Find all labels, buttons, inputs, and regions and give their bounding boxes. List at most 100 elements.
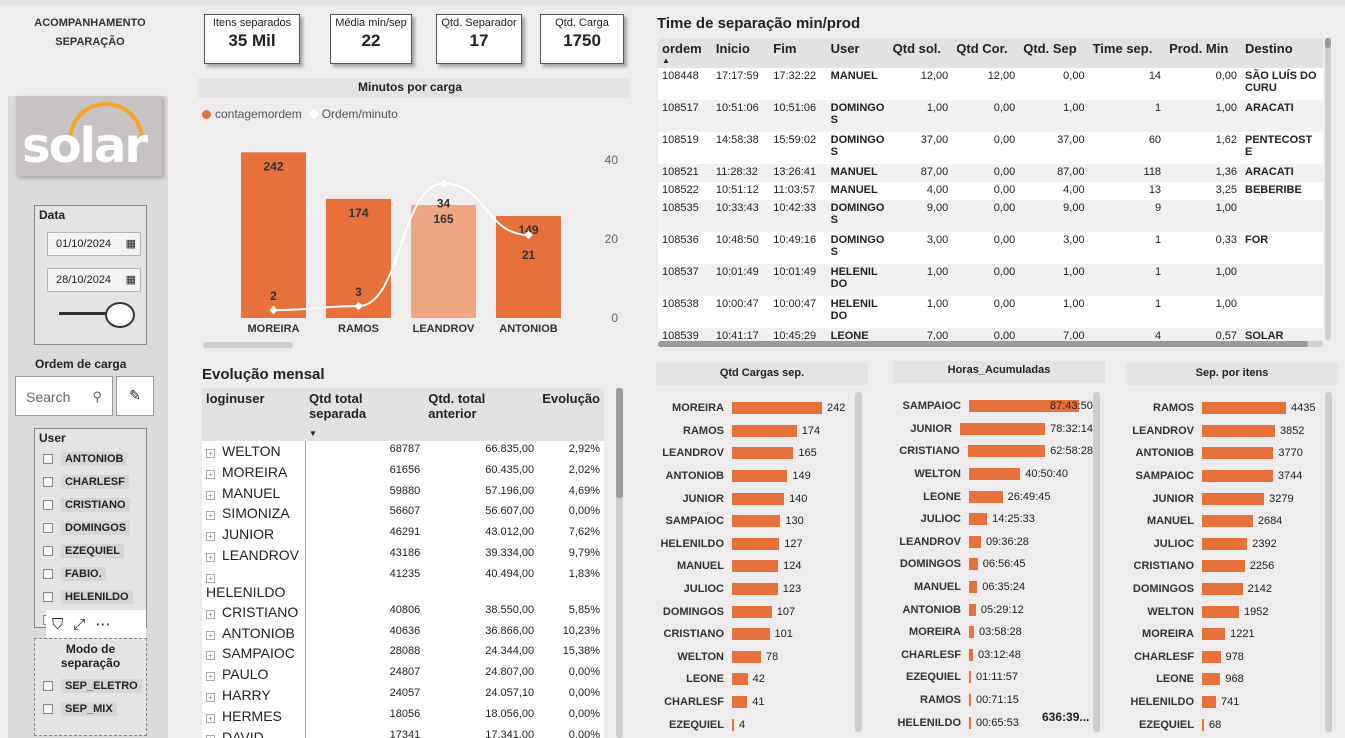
user-option[interactable]: FABIO.	[35, 562, 146, 585]
sort-asc-icon[interactable]: ▲	[662, 56, 670, 65]
table-row[interactable]: 108517 10:51:06 10:51:06 DOMINGOS 1,00 0,00 1,…	[658, 100, 1323, 132]
bar-row[interactable]: LEANDROV 3852	[1126, 420, 1324, 443]
bar[interactable]	[1202, 628, 1226, 641]
user-option[interactable]: ANTONIOB	[35, 447, 146, 470]
bar[interactable]	[1202, 696, 1217, 709]
table-row[interactable]: + SIMONIZA 56607 56.607,00 0,00%	[202, 503, 604, 525]
bar[interactable]	[1202, 583, 1243, 596]
column-header[interactable]: Qtd. Sep	[1023, 41, 1077, 56]
column-header[interactable]: Inicio	[715, 41, 750, 56]
date-end-input[interactable]: 28/10/2024 ▦	[47, 268, 141, 292]
expand-icon[interactable]: +	[206, 490, 215, 500]
date-slider-handle[interactable]	[105, 302, 135, 328]
expand-icon[interactable]: +	[206, 672, 215, 682]
bar-row[interactable]: WELTON 40:50:40	[893, 463, 1093, 486]
bar[interactable]	[1202, 447, 1274, 460]
bar[interactable]	[732, 583, 778, 596]
bar[interactable]	[969, 626, 974, 639]
bar-row[interactable]: HELENILDO 127	[656, 533, 856, 556]
column-header[interactable]: Destino	[1245, 41, 1293, 56]
bar[interactable]	[969, 581, 978, 594]
bar[interactable]	[1202, 718, 1204, 731]
table-row[interactable]: + PAULO 24807 24.807,00 0,00%	[202, 664, 604, 685]
bar-row[interactable]: CRISTIANO 2256	[1126, 555, 1324, 578]
bar[interactable]	[732, 650, 761, 663]
line-point[interactable]	[439, 179, 448, 188]
table-row[interactable]: + WELTON 68787 66.835,00 2,92%	[202, 441, 604, 462]
bar-row[interactable]: SAMPAIOC 130	[656, 510, 856, 533]
bar-row[interactable]: HELENILDO 00:65:53	[893, 711, 1093, 734]
bar[interactable]	[969, 558, 978, 571]
checkbox[interactable]	[43, 453, 53, 464]
bar-row[interactable]: MANUEL 06:35:24	[893, 576, 1093, 599]
bar[interactable]	[1202, 537, 1248, 550]
table-row[interactable]: + MOREIRA 61656 60.435,00 2,02%	[202, 461, 604, 483]
bar-row[interactable]: MANUEL 124	[656, 555, 856, 578]
table-row[interactable]: 108519 14:58:38 15:59:02 DOMINGOS 37,00 0,00 3…	[658, 132, 1323, 164]
bar-row[interactable]: JUNIOR 78:32:14	[893, 418, 1093, 441]
bar[interactable]	[1202, 492, 1265, 505]
bar[interactable]	[969, 400, 1079, 413]
user-option[interactable]: DOMINGOS	[35, 516, 146, 539]
user-option[interactable]: CHARLESF	[35, 470, 146, 493]
bar-row[interactable]: DOMINGOS 2142	[1126, 578, 1324, 601]
table-row[interactable]: 108521 11:28:32 13:26:41 MANUEL 87,00 0,00 87,…	[658, 164, 1323, 182]
bar-row[interactable]: CHARLESF 41	[656, 691, 856, 714]
bar-row[interactable]: JULIOC 14:25:33	[893, 508, 1093, 531]
bar[interactable]	[969, 468, 1021, 481]
line-point[interactable]	[269, 305, 278, 315]
checkbox[interactable]	[43, 476, 53, 487]
column-header[interactable]: loginuser	[206, 391, 265, 406]
calendar-icon[interactable]: ▦	[125, 238, 136, 250]
user-option[interactable]: EZEQUIEL	[35, 539, 146, 562]
qtd-cargas-scrollbar[interactable]	[855, 392, 862, 732]
checkbox[interactable]	[43, 568, 53, 579]
bar-row[interactable]: ANTONIOB 149	[656, 465, 856, 488]
time-table-hscrollbar[interactable]	[658, 341, 1323, 347]
bar[interactable]	[969, 603, 976, 616]
bar-row[interactable]: WELTON 78	[656, 646, 856, 669]
horas-scrollbar[interactable]	[1093, 392, 1100, 732]
bar-row[interactable]: ANTONIOB 05:29:12	[893, 598, 1093, 621]
bar[interactable]	[732, 718, 734, 731]
expand-icon[interactable]: +	[206, 511, 215, 521]
user-option[interactable]: CRISTIANO	[35, 493, 146, 516]
more-options-icon[interactable]: ⋯	[95, 616, 111, 633]
bar[interactable]	[967, 445, 1046, 458]
column-header[interactable]: Prod. Min	[1169, 41, 1229, 56]
bar-row[interactable]: CHARLESF 03:12:48	[893, 644, 1093, 667]
bar-row[interactable]: LEONE 26:49:45	[893, 485, 1093, 508]
bar-row[interactable]: JUNIOR 3279	[1126, 487, 1324, 510]
bar-row[interactable]: MANUEL 2684	[1126, 510, 1324, 533]
expand-icon[interactable]: +	[206, 734, 215, 738]
sep-itens-scrollbar[interactable]	[1325, 392, 1332, 732]
filter-icon[interactable]: ⛉	[52, 615, 64, 633]
bar[interactable]	[969, 694, 971, 707]
bar[interactable]	[969, 535, 982, 548]
focus-mode-icon[interactable]: ⤢	[73, 615, 86, 633]
table-row[interactable]: 108535 10:33:43 10:42:33 DOMINGOS 9,00 0,00 9,…	[658, 200, 1323, 232]
evolucao-scrollbar[interactable]	[616, 388, 623, 738]
column-header[interactable]: Time sep.	[1092, 41, 1153, 56]
bar[interactable]	[732, 605, 772, 618]
bar-contagemordem[interactable]	[411, 205, 476, 318]
expand-icon[interactable]: +	[206, 713, 215, 723]
expand-icon[interactable]: +	[206, 532, 215, 542]
bar[interactable]	[969, 490, 1003, 503]
bar-row[interactable]: JULIOC 123	[656, 578, 856, 601]
column-header[interactable]: Qtd sol.	[892, 41, 942, 56]
column-header[interactable]: Qtd Cor.	[956, 41, 1008, 56]
bar-contagemordem[interactable]	[326, 198, 391, 318]
table-row[interactable]: + ANTONIOB 40636 36.866,00 10,23%	[202, 622, 604, 644]
bar-row[interactable]: LEANDROV 09:36:28	[893, 531, 1093, 554]
bar-row[interactable]: RAMOS 00:71:15	[893, 689, 1093, 712]
table-row[interactable]: + LEANDROV 43186 39.334,00 9,79%	[202, 544, 604, 566]
expand-icon[interactable]: +	[206, 469, 215, 479]
bar[interactable]	[1202, 402, 1286, 415]
modo-option[interactable]: SEP_MIX	[35, 697, 146, 720]
date-slider-track[interactable]	[59, 312, 119, 315]
date-start-input[interactable]: 01/10/2024 ▦	[47, 232, 141, 256]
bar-row[interactable]: JULIOC 2392	[1126, 533, 1324, 556]
table-row[interactable]: 108536 10:48:50 10:49:16 DOMINGOS 3,00 0,00 3,…	[658, 232, 1323, 264]
column-header[interactable]: Qtd total separada ▼	[305, 388, 424, 441]
